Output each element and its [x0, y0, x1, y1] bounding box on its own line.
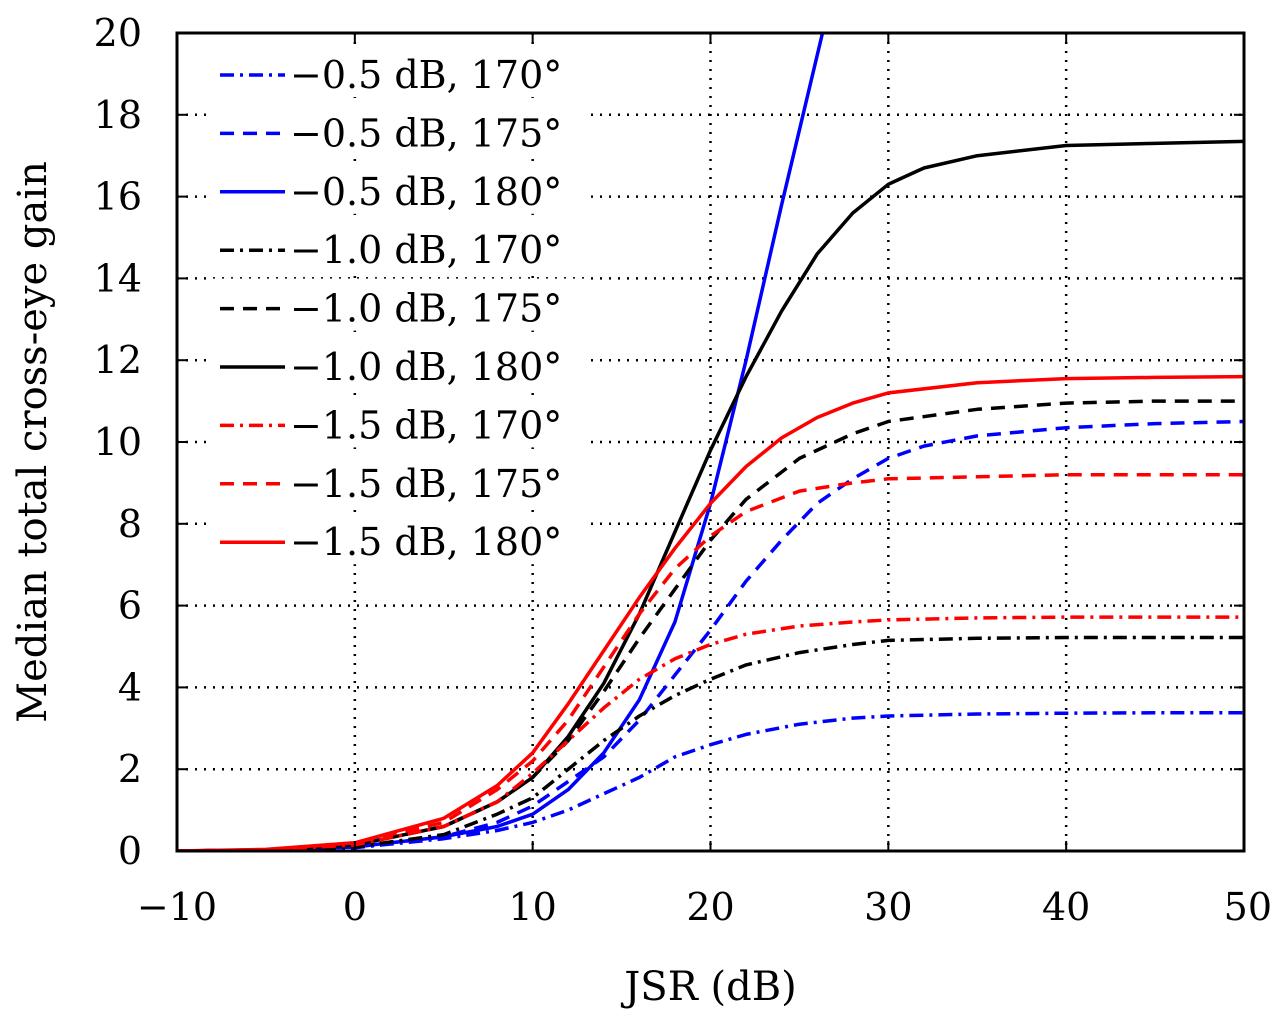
legend-item: −0.5 dB, 180° — [210, 161, 590, 214]
legend-item: −1.0 dB, 180° — [210, 337, 590, 389]
y-tick-label: 12 — [94, 338, 142, 382]
legend-item: −1.5 dB, 175° — [210, 453, 590, 506]
series-line-8 — [177, 472, 1244, 851]
series-line-5 — [177, 399, 1244, 851]
x-tick-label: 30 — [864, 885, 912, 929]
legend: −0.5 dB, 170° −0.5 dB, 175° −0.5 dB, 180° −… — [210, 45, 590, 565]
legend-background — [210, 45, 590, 97]
legend-label: −0.5 dB, 175° — [290, 111, 562, 155]
y-tick-label: 20 — [94, 11, 142, 55]
legend-label: −0.5 dB, 180° — [290, 170, 562, 214]
x-tick-label: 0 — [343, 885, 367, 929]
y-tick-label: 6 — [118, 584, 142, 628]
y-axis-label: Median total cross-eye gain — [10, 161, 56, 723]
y-tick-label: 14 — [94, 256, 142, 300]
y-tick-label: 18 — [94, 93, 142, 137]
series-line-6 — [177, 139, 1244, 851]
legend-label: −1.0 dB, 180° — [290, 345, 562, 389]
legend-label: −1.0 dB, 170° — [290, 228, 562, 272]
legend-item: −1.0 dB, 170° — [210, 220, 590, 273]
legend-label: −0.5 dB, 170° — [290, 53, 562, 97]
x-tick-label: 40 — [1042, 885, 1090, 929]
y-tick-label: 0 — [118, 829, 142, 873]
y-tick-label: 16 — [94, 175, 142, 219]
x-tick-labels: −10 0 10 20 30 40 50 — [137, 885, 1272, 929]
legend-item: −0.5 dB, 170° — [210, 45, 590, 97]
x-tick-label: 10 — [508, 885, 556, 929]
legend-background — [210, 278, 590, 331]
legend-background — [210, 453, 590, 506]
tick-marks — [176, 32, 1245, 852]
legend-label: −1.5 dB, 175° — [290, 462, 562, 506]
y-tick-label: 2 — [118, 747, 142, 791]
legend-background — [210, 103, 590, 156]
legend-item: −1.5 dB, 180° — [210, 512, 590, 565]
series-line-1 — [177, 711, 1244, 851]
legend-background — [210, 220, 590, 273]
legend-label: −1.5 dB, 180° — [290, 520, 562, 564]
legend-item: −1.0 dB, 175° — [210, 278, 590, 331]
y-tick-label: 4 — [118, 665, 142, 709]
series-lines — [177, 33, 1244, 851]
x-tick-label: 20 — [686, 885, 734, 929]
x-tick-label: 50 — [1224, 885, 1272, 929]
legend-label: −1.5 dB, 170° — [290, 403, 562, 447]
x-tick-label: −10 — [137, 885, 217, 929]
legend-background — [210, 161, 590, 214]
legend-background — [210, 395, 590, 448]
y-tick-label: 10 — [94, 420, 142, 464]
legend-item: −0.5 dB, 175° — [210, 103, 590, 156]
series-line-4 — [177, 635, 1244, 851]
y-tick-label: 8 — [118, 502, 142, 546]
legend-background — [210, 337, 590, 389]
series-line-9 — [177, 374, 1244, 851]
y-tick-labels: 0 2 4 6 8 10 12 14 16 18 20 — [94, 11, 142, 873]
x-axis-label: JSR (dB) — [620, 964, 796, 1010]
series-line-3 — [177, 33, 825, 851]
series-line-7 — [177, 615, 1244, 851]
legend-background — [210, 512, 590, 565]
legend-item: −1.5 dB, 170° — [210, 395, 590, 448]
legend-label: −1.0 dB, 175° — [290, 287, 562, 331]
